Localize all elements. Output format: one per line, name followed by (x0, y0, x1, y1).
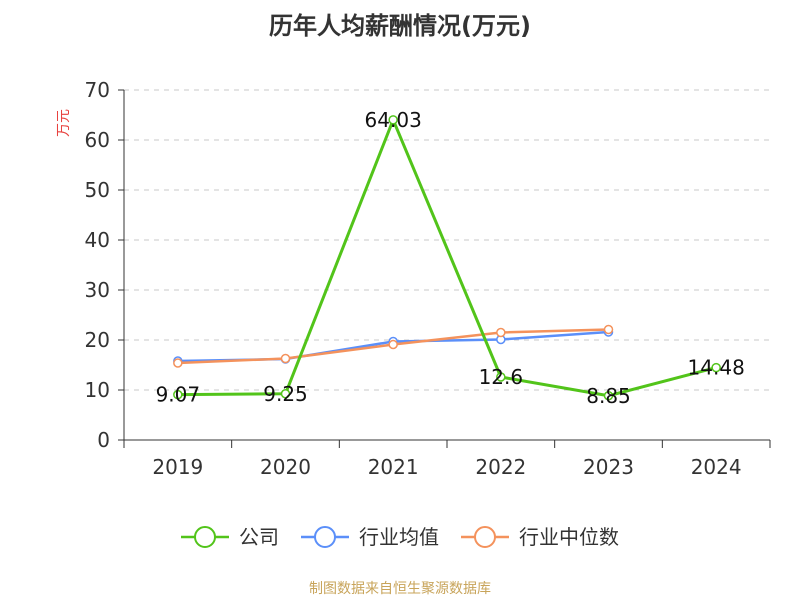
legend: 公司 行业均值 行业中位数 (181, 525, 619, 549)
legend-item: 行业均值 (301, 525, 439, 549)
legend-label: 行业均值 (359, 525, 439, 549)
series-lines (173, 115, 721, 401)
y-tick-label: 20 (85, 328, 110, 352)
legend-item: 公司 (181, 525, 279, 549)
x-tick-label: 2019 (152, 455, 203, 479)
y-tick-label: 40 (85, 228, 110, 252)
x-tick-label: 2022 (475, 455, 526, 479)
legend-label: 公司 (239, 525, 279, 549)
data-label: 12.6 (479, 365, 524, 389)
data-point (173, 389, 183, 400)
data-label: 9.25 (263, 382, 308, 406)
y-tick-label: 0 (97, 428, 110, 452)
data-label: 8.85 (586, 384, 631, 408)
x-tick-label: 2023 (583, 455, 634, 479)
y-axis-label: 万元 (56, 109, 72, 137)
legend-marker (474, 526, 496, 548)
data-label: 64.03 (365, 108, 422, 132)
axes: 0 10 20 30 40 50 60 70 2019 2020 2021 2022 2023 2024 万… (56, 78, 771, 479)
legend-marker (194, 526, 216, 548)
data-point (603, 324, 614, 335)
data-point (603, 391, 614, 401)
data-point (280, 353, 291, 364)
y-tick-label: 50 (85, 178, 110, 202)
data-point (280, 389, 291, 399)
data-point (388, 115, 398, 125)
data-label: 14.48 (688, 356, 745, 380)
x-tick-label: 2024 (691, 455, 742, 479)
chart-title: 历年人均薪酬情况(万元) (269, 12, 531, 40)
data-label: 9.07 (156, 383, 201, 407)
y-tick-label: 10 (85, 378, 110, 402)
data-point (173, 358, 183, 368)
series-line (177, 118, 717, 398)
legend-marker (314, 526, 336, 548)
data-point (496, 372, 506, 382)
legend-label: 行业中位数 (519, 525, 619, 549)
data-point (496, 327, 506, 338)
x-tick-label: 2021 (368, 455, 419, 479)
x-tick-label: 2020 (260, 455, 311, 479)
grid-lines (124, 89, 770, 391)
y-tick-label: 60 (85, 128, 110, 152)
data-point (711, 362, 721, 373)
y-tick-label: 30 (85, 278, 110, 302)
data-labels: 9.07 9.25 64.03 12.6 8.85 14.48 (156, 108, 745, 408)
legend-item: 行业中位数 (461, 525, 619, 549)
source-note: 制图数据来自恒生聚源数据库 (309, 581, 491, 597)
data-point (388, 339, 398, 350)
y-tick-label: 70 (85, 78, 110, 102)
